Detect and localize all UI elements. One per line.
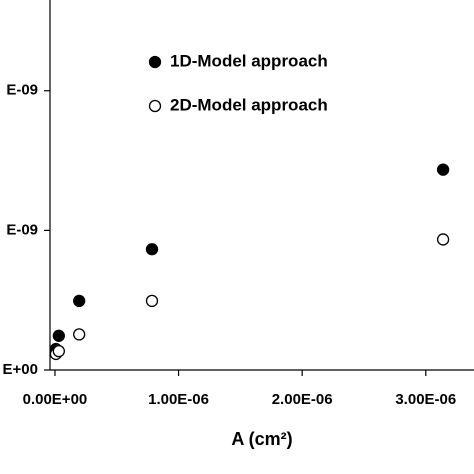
x-tick-label: 0.00E+00 — [23, 391, 88, 408]
y-tick-label: E-09 — [6, 82, 38, 99]
y-tick-label: E+00 — [3, 361, 38, 378]
point — [436, 233, 450, 246]
legend-label: 2D-Model approach — [170, 95, 328, 114]
x-tick-label: 1.00E-06 — [148, 391, 209, 408]
x-tick-label: 2.00E-06 — [272, 391, 333, 408]
x-tick-label: 3.00E-06 — [395, 391, 456, 408]
legend-marker — [148, 55, 162, 69]
point — [52, 345, 65, 358]
point — [436, 163, 450, 176]
point — [73, 328, 86, 341]
point — [52, 329, 65, 342]
legend-marker — [148, 99, 162, 113]
y-tick-label: E-09 — [6, 221, 38, 238]
point — [73, 294, 86, 308]
point — [145, 243, 159, 256]
x-axis-label: A (cm²) — [231, 429, 292, 449]
legend-label: 1D-Model approach — [170, 51, 328, 70]
point — [145, 294, 159, 308]
